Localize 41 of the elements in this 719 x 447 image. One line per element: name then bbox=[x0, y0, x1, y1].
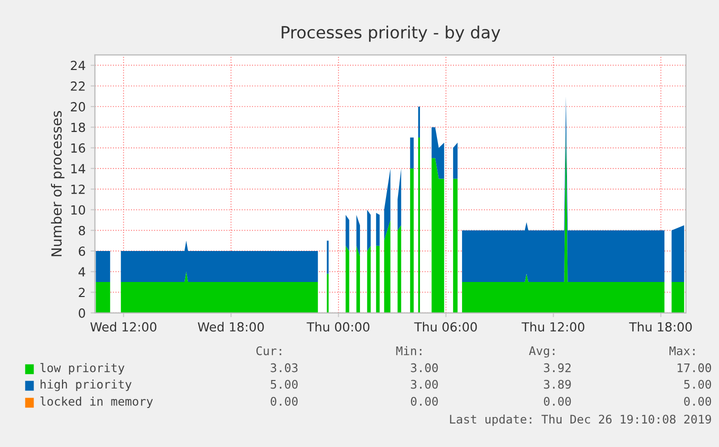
x-tick-label: Thu 00:00 bbox=[306, 322, 370, 332]
y-tick-label: 8 bbox=[78, 226, 86, 236]
text: Last update: Thu Dec 26 19:10:08 2019 bbox=[450, 414, 712, 426]
text: 0.00 bbox=[544, 396, 571, 406]
x-tick-label: Thu 18:00 bbox=[629, 322, 692, 332]
x-tick-label: Wed 18:00 bbox=[198, 322, 264, 332]
text: 0.00 bbox=[270, 396, 298, 406]
y-tick-label: 22 bbox=[70, 81, 85, 91]
y-tick-label: 24 bbox=[70, 60, 86, 70]
y-tick-label: 12 bbox=[71, 184, 85, 194]
text: 3.00 bbox=[410, 380, 438, 389]
y-tick-label: 14 bbox=[71, 164, 86, 174]
y-tick-label: 4 bbox=[78, 267, 86, 276]
y-axis-title: Number of processes bbox=[50, 111, 64, 256]
y-tick-label: 0 bbox=[78, 308, 86, 318]
y-tick-label: 2 bbox=[78, 288, 85, 298]
x-tick-label: Thu 06:00 bbox=[414, 322, 477, 332]
text: 5.00 bbox=[270, 380, 298, 389]
y-tick-label: 6 bbox=[78, 246, 86, 256]
text: 3.89 bbox=[544, 380, 571, 389]
text: 3.00 bbox=[410, 363, 438, 372]
text: 0.00 bbox=[410, 396, 438, 406]
y-tick-label: 16 bbox=[71, 143, 86, 153]
y-tick-label: 20 bbox=[70, 102, 86, 112]
legend-label: high priority bbox=[40, 380, 132, 392]
y-tick-label: 10 bbox=[71, 205, 86, 215]
chart-title: Processes priority - by day bbox=[282, 26, 500, 42]
text: Min: bbox=[396, 346, 422, 356]
text: Max: bbox=[669, 346, 695, 356]
x-tick-label: Wed 12:00 bbox=[90, 322, 156, 332]
text: 5.00 bbox=[684, 380, 712, 389]
text: Avg: bbox=[529, 346, 554, 358]
x-tick-label: Thu 12:00 bbox=[522, 322, 584, 332]
legend-label: low priority bbox=[40, 363, 124, 375]
text: Cur: bbox=[256, 346, 282, 356]
text: 3.03 bbox=[270, 363, 298, 372]
text: 0.00 bbox=[684, 396, 712, 406]
text: 17.00 bbox=[678, 363, 712, 372]
y-tick-label: 18 bbox=[71, 122, 86, 132]
legend-label: locked in memory bbox=[40, 396, 153, 408]
text: 3.92 bbox=[544, 363, 571, 372]
